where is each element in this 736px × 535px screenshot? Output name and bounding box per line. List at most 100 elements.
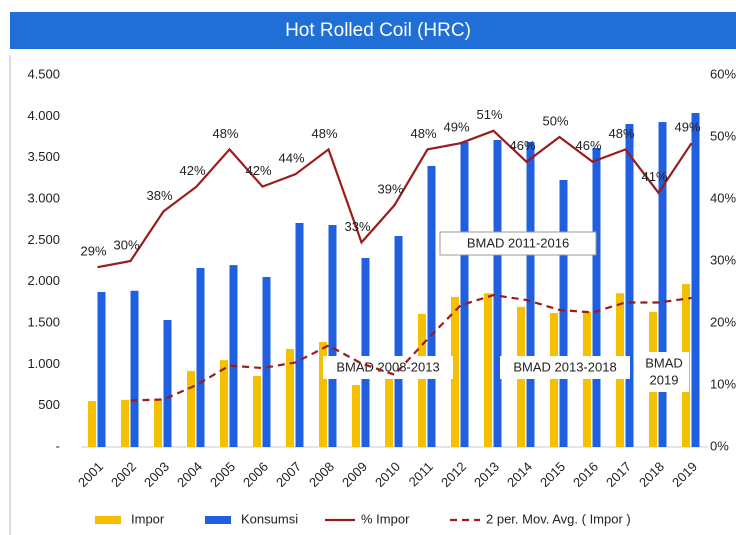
bar — [559, 179, 568, 447]
data-label: 49% — [443, 120, 469, 135]
bar — [418, 313, 426, 447]
bar — [262, 277, 271, 447]
x-tick-label: 2003 — [141, 459, 172, 490]
x-tick-label: 2012 — [438, 459, 469, 490]
legend-label: Impor — [131, 511, 165, 526]
y2-tick-label: 20% — [710, 314, 736, 329]
data-label: 44% — [278, 151, 304, 166]
bar — [451, 296, 459, 447]
y2-tick-label: 30% — [710, 252, 736, 267]
annotation: BMAD — [645, 355, 683, 370]
bar — [319, 342, 327, 447]
data-label: 41% — [641, 169, 667, 184]
data-label: 46% — [509, 138, 535, 153]
x-tick-label: 2011 — [406, 459, 436, 489]
y-tick-label: 3.000 — [27, 190, 60, 205]
y2-tick-label: 40% — [710, 190, 736, 205]
y-tick-label: 2.500 — [27, 232, 60, 247]
bar — [163, 320, 172, 447]
data-label: 38% — [146, 188, 172, 203]
bar — [385, 364, 393, 447]
data-label: 49% — [674, 120, 700, 135]
bar — [361, 258, 370, 447]
bar — [253, 375, 261, 447]
bar — [121, 399, 129, 447]
y2-tick-label: 0% — [710, 438, 729, 453]
data-label: 46% — [575, 138, 601, 153]
data-label: 48% — [212, 126, 238, 141]
annotation: BMAD 2013-2018 — [513, 359, 616, 374]
title-banner — [10, 12, 736, 49]
x-tick-label: 2013 — [471, 459, 502, 490]
bar — [88, 401, 96, 447]
data-label: 50% — [542, 113, 568, 128]
data-label: 48% — [410, 126, 436, 141]
bar — [220, 360, 228, 447]
bar — [196, 268, 205, 447]
legend-label: Konsumsi — [241, 511, 298, 526]
bar — [394, 236, 403, 447]
x-tick-label: 2017 — [603, 459, 634, 490]
data-label: 48% — [608, 126, 634, 141]
x-tick-label: 2007 — [273, 459, 304, 490]
annotation-box — [500, 356, 630, 379]
y2-tick-label: 10% — [710, 376, 736, 391]
y-tick-label: 2.000 — [27, 273, 60, 288]
bar — [187, 370, 195, 447]
annotation-box — [323, 356, 453, 379]
y2-tick-label: 60% — [710, 66, 736, 81]
bar — [550, 313, 558, 447]
chart-title: Hot Rolled Coil (HRC) — [285, 20, 471, 41]
bar — [154, 399, 162, 447]
bar — [658, 122, 667, 448]
data-label: 39% — [377, 182, 403, 197]
bar — [352, 385, 360, 447]
x-tick-label: 2015 — [537, 459, 568, 490]
legend-swatch — [95, 516, 121, 524]
data-label: 29% — [80, 244, 106, 259]
annotation-box — [639, 352, 689, 392]
bar — [691, 113, 700, 447]
data-label: 48% — [311, 126, 337, 141]
y-tick-label: 1.000 — [27, 356, 60, 371]
data-label: 51% — [476, 107, 502, 122]
x-tick-label: 2001 — [75, 459, 106, 490]
annotation: BMAD 2008-2013 — [336, 359, 439, 374]
bar — [229, 265, 238, 447]
bar — [328, 225, 337, 447]
annotation: BMAD 2011-2016 — [467, 235, 569, 250]
x-tick-label: 2010 — [372, 459, 403, 490]
x-tick-label: 2008 — [306, 459, 337, 490]
x-tick-label: 2014 — [504, 459, 535, 490]
bar — [295, 222, 304, 447]
data-label: 33% — [344, 219, 370, 234]
data-label: 42% — [245, 163, 271, 178]
bar — [583, 311, 591, 447]
bar — [130, 290, 139, 447]
y-tick-label: 4.500 — [27, 66, 60, 81]
data-label: 30% — [113, 237, 139, 252]
legend-label: % Impor — [361, 511, 410, 526]
y-tick-label: 500 — [38, 397, 60, 412]
x-tick-label: 2016 — [570, 459, 601, 490]
bar — [97, 292, 106, 447]
x-tick-label: 2002 — [108, 459, 139, 490]
line — [97, 129, 693, 269]
bar — [526, 141, 535, 447]
x-tick-label: 2004 — [174, 459, 205, 490]
x-tick-label: 2019 — [669, 459, 700, 490]
x-tick-label: 2006 — [240, 459, 271, 490]
bar — [460, 141, 469, 447]
annotation: 2019 — [650, 372, 679, 387]
data-label: 42% — [179, 163, 205, 178]
y2-tick-label: 50% — [710, 128, 736, 143]
y-tick-label: 4.000 — [27, 108, 60, 123]
bar — [493, 139, 502, 447]
x-tick-label: 2018 — [636, 459, 667, 490]
annotation-box — [439, 231, 597, 256]
legend-swatch — [205, 516, 231, 524]
x-tick-label: 2005 — [207, 459, 238, 490]
y-tick-label: 1.500 — [27, 314, 60, 329]
bar — [427, 165, 436, 447]
